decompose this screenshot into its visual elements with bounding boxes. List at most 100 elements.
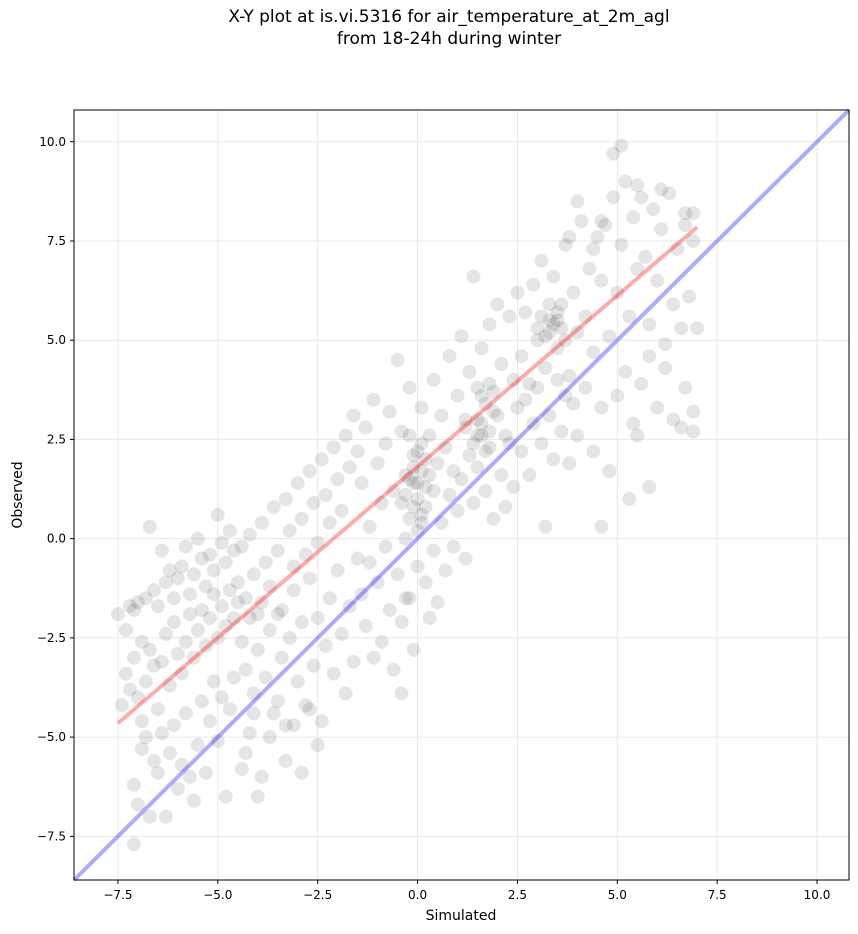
scatter-point [610, 388, 625, 403]
scatter-point [470, 428, 485, 443]
scatter-point [470, 412, 485, 427]
scatter-point [514, 444, 529, 459]
scatter-point [118, 622, 133, 637]
chart-title-line-2: from 18-24h during winter [336, 29, 562, 49]
scatter-point [122, 599, 137, 614]
scatter-point [626, 416, 641, 431]
scatter-point [406, 476, 421, 491]
scatter-point [138, 591, 153, 606]
scatter-point [538, 360, 553, 375]
scatter-point [594, 214, 609, 229]
scatter-point [218, 555, 233, 570]
scatter-point [110, 607, 125, 622]
scatter-point [278, 718, 293, 733]
scatter-point [154, 543, 169, 558]
scatter-point [282, 630, 297, 645]
scatter-point [634, 190, 649, 205]
scatter-point [446, 464, 461, 479]
scatter-point [654, 222, 669, 237]
scatter-point [398, 468, 413, 483]
scatter-point [410, 444, 425, 459]
scatter-point [390, 567, 405, 582]
scatter-point [394, 615, 409, 630]
scatter-point [350, 444, 365, 459]
scatter-point [486, 384, 501, 399]
scatter-point [466, 495, 481, 510]
scatter-point [274, 603, 289, 618]
scatter-point [142, 519, 157, 534]
scatter-point [326, 440, 341, 455]
scatter-point [638, 249, 653, 264]
scatter-point [402, 591, 417, 606]
scatter-point [658, 360, 673, 375]
x-tick-label: −7.5 [103, 888, 132, 902]
scatter-point [194, 694, 209, 709]
scatter-point [598, 218, 613, 233]
scatter-point [194, 603, 209, 618]
scatter-point [414, 464, 429, 479]
scatter-point [158, 626, 173, 641]
scatter-point [434, 515, 449, 530]
scatter-point [406, 642, 421, 657]
scatter-point [438, 563, 453, 578]
scatter-point [406, 448, 421, 463]
scatter-point [146, 753, 161, 768]
scatter-point [606, 190, 621, 205]
scatter-point [554, 321, 569, 336]
scatter-point [354, 476, 369, 491]
scatter-point [510, 285, 525, 300]
scatter-point [386, 662, 401, 677]
scatter-point [478, 396, 493, 411]
scatter-point [506, 372, 521, 387]
scatter-point [150, 702, 165, 717]
scatter-point [306, 495, 321, 510]
scatter-point [650, 273, 665, 288]
scatter-point [182, 607, 197, 622]
scatter-point [342, 599, 357, 614]
scatter-point [594, 273, 609, 288]
scatter-point [494, 357, 509, 372]
scatter-point [594, 400, 609, 415]
scatter-point [206, 587, 221, 602]
scatter-point [322, 515, 337, 530]
scatter-point [186, 650, 201, 665]
scatter-point [166, 718, 181, 733]
scatter-point [394, 686, 409, 701]
scatter-point [162, 678, 177, 693]
scatter-point [686, 404, 701, 419]
scatter-point [446, 539, 461, 554]
scatter-point [578, 380, 593, 395]
scatter-point [498, 499, 513, 514]
scatter-point [174, 757, 189, 772]
grid-lines [74, 110, 849, 880]
scatter-point [530, 321, 545, 336]
scatter-point [402, 428, 417, 443]
scatter-point [290, 674, 305, 689]
scatter-point [166, 615, 181, 630]
scatter-point [398, 591, 413, 606]
scatter-point [654, 182, 669, 197]
scatter-point [242, 527, 257, 542]
scatter-point [130, 595, 145, 610]
scatter-point [218, 618, 233, 633]
scatter-point [646, 202, 661, 217]
scatter-point [370, 575, 385, 590]
scatter-point [338, 686, 353, 701]
scatter-point [274, 650, 289, 665]
x-tick-label: −5.0 [203, 888, 232, 902]
scatter-point [558, 333, 573, 348]
scatter-point [602, 464, 617, 479]
scatter-point [302, 571, 317, 586]
scatter-point [418, 452, 433, 467]
scatter-point [258, 670, 273, 685]
y-tick-label: −7.5 [37, 829, 66, 843]
scatter-point [454, 472, 469, 487]
scatter-point [334, 626, 349, 641]
scatter-point [538, 519, 553, 534]
scatter-point [462, 364, 477, 379]
scatter-point [562, 230, 577, 245]
scatter-point [390, 353, 405, 368]
scatter-point [474, 341, 489, 356]
scatter-point [174, 559, 189, 574]
y-axis-label: Observed [10, 461, 26, 528]
